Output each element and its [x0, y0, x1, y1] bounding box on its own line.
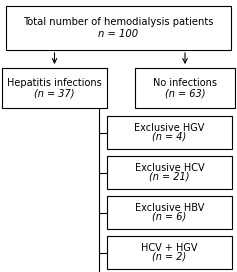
Bar	[107, 196, 232, 229]
Text: Hepatitis infections: Hepatitis infections	[7, 78, 102, 88]
Text: Exclusive HCV: Exclusive HCV	[135, 163, 204, 173]
Text: (n = 37): (n = 37)	[34, 88, 75, 98]
Text: No infections: No infections	[153, 78, 217, 88]
Text: (n = 2): (n = 2)	[152, 252, 187, 262]
Bar	[107, 156, 232, 189]
Text: (n = 63): (n = 63)	[165, 88, 205, 98]
Text: (n = 21): (n = 21)	[149, 172, 190, 182]
Text: (n = 6): (n = 6)	[152, 212, 187, 222]
Text: Exclusive HGV: Exclusive HGV	[134, 123, 205, 133]
Bar	[107, 236, 232, 269]
Text: Exclusive HBV: Exclusive HBV	[135, 203, 204, 213]
Text: Total number of hemodialysis patients: Total number of hemodialysis patients	[23, 17, 214, 27]
Bar	[135, 68, 235, 108]
Text: n = 100: n = 100	[98, 29, 139, 39]
Bar	[107, 116, 232, 149]
Bar	[2, 68, 107, 108]
Bar	[6, 6, 231, 50]
Text: HCV + HGV: HCV + HGV	[141, 243, 198, 253]
Text: (n = 4): (n = 4)	[152, 132, 187, 142]
